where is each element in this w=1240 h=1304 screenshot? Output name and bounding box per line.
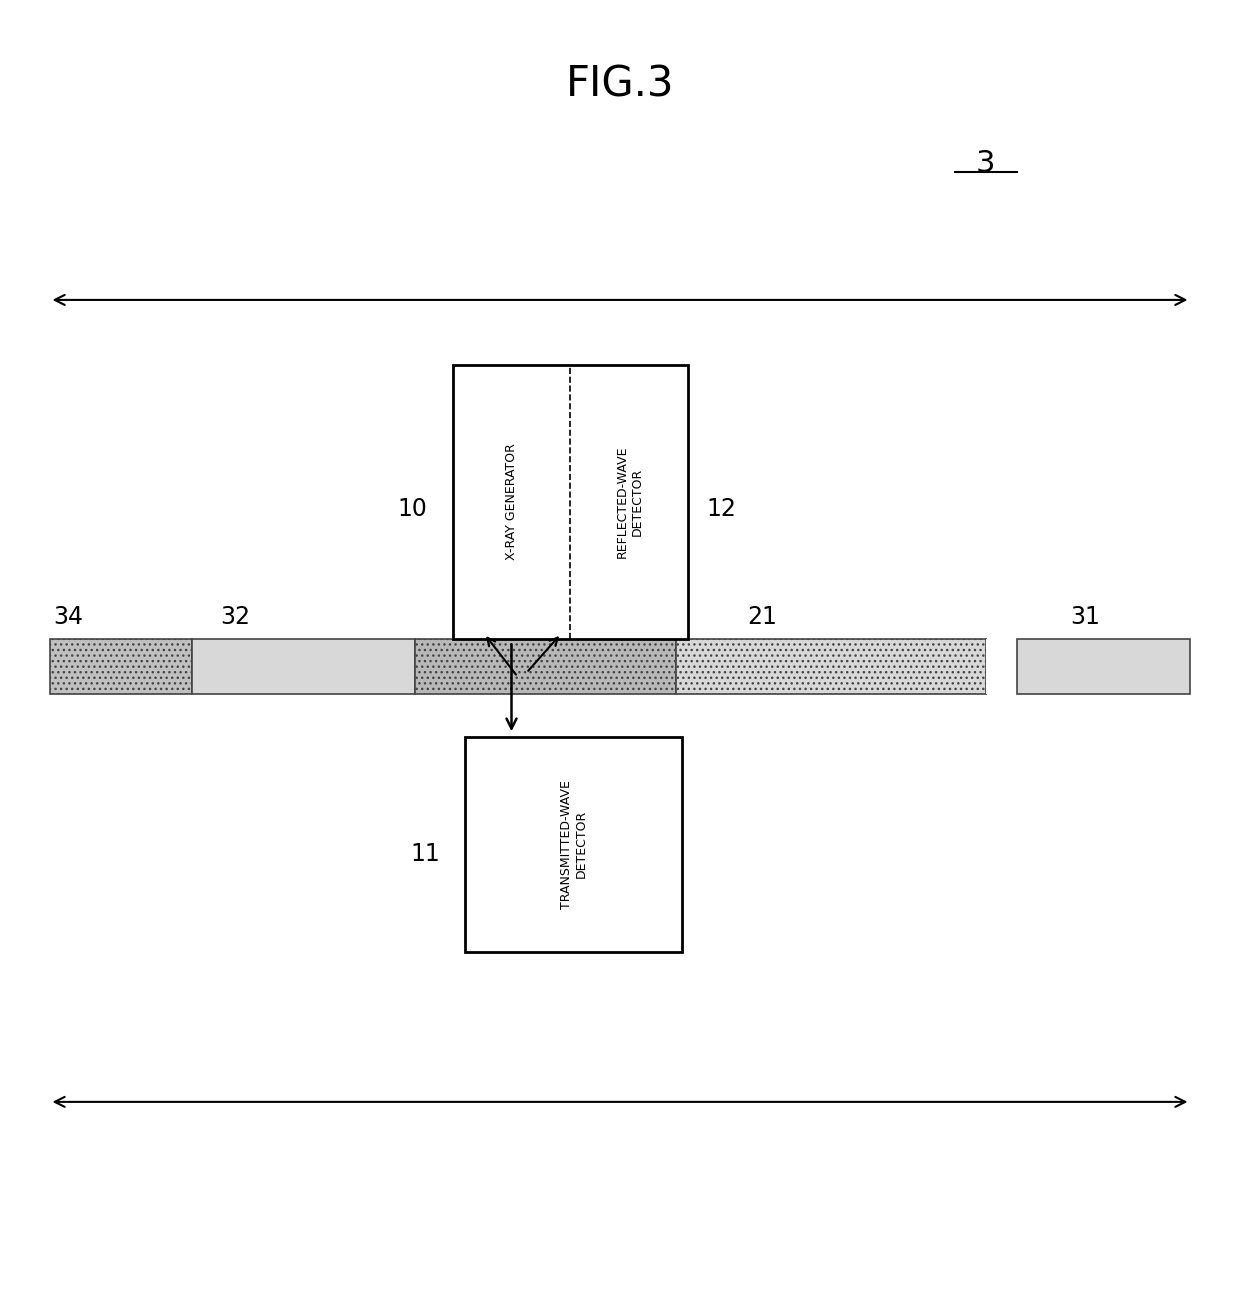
Text: 34: 34: [53, 605, 83, 629]
Bar: [192, 639, 415, 694]
Text: 10: 10: [398, 497, 428, 520]
Text: FIG.3: FIG.3: [565, 64, 675, 106]
Bar: [453, 365, 688, 639]
Text: X-RAY GENERATOR: X-RAY GENERATOR: [505, 443, 518, 561]
Bar: [676, 639, 986, 694]
Bar: [986, 639, 1017, 694]
Text: 12: 12: [707, 497, 737, 520]
Text: 11: 11: [410, 842, 440, 866]
Text: REFLECTED-WAVE
DETECTOR: REFLECTED-WAVE DETECTOR: [615, 446, 644, 558]
Bar: [50, 639, 192, 694]
Text: 31: 31: [1070, 605, 1100, 629]
Bar: [465, 737, 682, 952]
Text: 3: 3: [976, 149, 996, 177]
Text: 32: 32: [221, 605, 250, 629]
Text: 21: 21: [748, 605, 777, 629]
Bar: [415, 639, 676, 694]
Bar: [1017, 639, 1190, 694]
Text: TRANSMITTED-WAVE
DETECTOR: TRANSMITTED-WAVE DETECTOR: [559, 780, 588, 909]
